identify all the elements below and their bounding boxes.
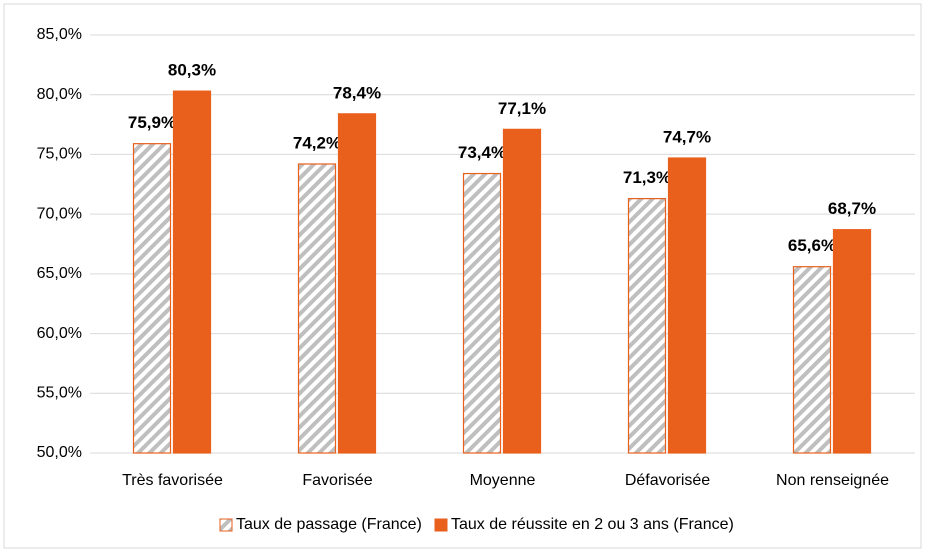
bar	[502, 128, 542, 454]
legend-label: Taux de réussite en 2 ou 3 ans (France)	[451, 516, 734, 533]
x-tick-label: Défavorisée	[625, 472, 710, 489]
bar	[132, 143, 172, 454]
bar	[627, 198, 667, 454]
bar	[337, 113, 377, 454]
data-label: 74,2%	[293, 133, 341, 152]
bar	[297, 163, 337, 454]
bar	[792, 266, 832, 454]
y-tick-label: 55,0%	[37, 385, 82, 402]
data-label: 65,6%	[788, 236, 836, 255]
data-label: 78,4%	[333, 83, 381, 102]
data-label: 77,1%	[498, 99, 546, 118]
y-tick-label: 50,0%	[37, 444, 82, 461]
legend-label: Taux de passage (France)	[236, 516, 422, 533]
data-label: 71,3%	[623, 168, 671, 187]
bar	[172, 90, 212, 454]
data-label: 74,7%	[663, 127, 711, 146]
x-tick-label: Non renseignée	[776, 472, 889, 489]
y-tick-label: 70,0%	[37, 205, 82, 222]
y-tick-label: 60,0%	[37, 325, 82, 342]
y-tick-label: 65,0%	[37, 265, 82, 282]
x-tick-label: Très favorisée	[122, 472, 223, 489]
data-label: 73,4%	[458, 143, 506, 162]
y-tick-label: 80,0%	[37, 86, 82, 103]
data-label: 75,9%	[128, 113, 176, 132]
legend-swatch	[434, 518, 448, 532]
y-tick-label: 75,0%	[37, 146, 82, 163]
x-tick-label: Moyenne	[470, 472, 536, 489]
bar	[667, 157, 707, 454]
data-label: 80,3%	[168, 61, 216, 80]
legend-swatch	[219, 518, 233, 532]
bar	[832, 229, 872, 454]
bar	[462, 172, 502, 454]
x-tick-label: Favorisée	[302, 472, 372, 489]
y-tick-label: 85,0%	[37, 26, 82, 43]
data-label: 68,7%	[828, 199, 876, 218]
